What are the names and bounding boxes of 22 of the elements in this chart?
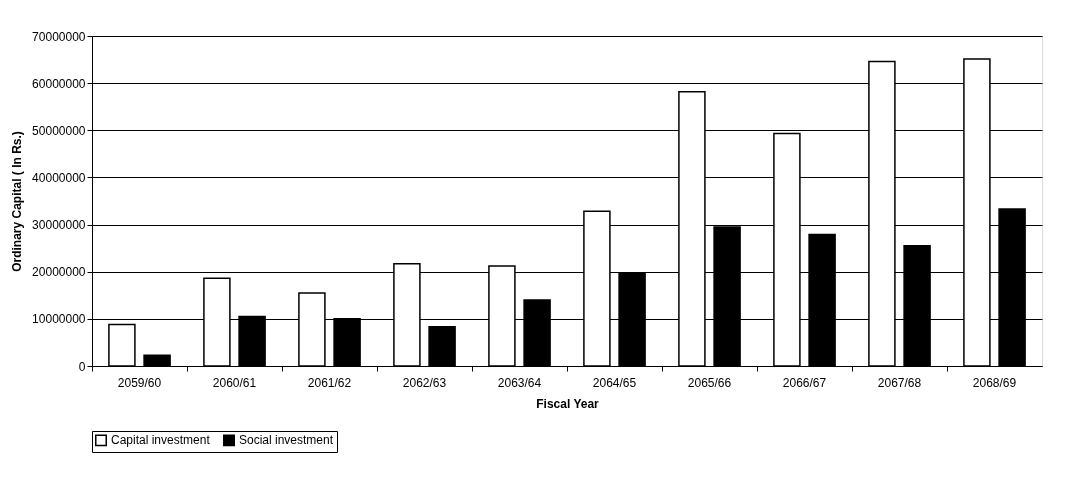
y-tick-label: 60000000 [32,76,86,91]
x-tick-label: 2063/64 [497,375,542,390]
legend-label: Capital investment [111,433,211,448]
x-tick-label: 2061/62 [307,375,352,390]
y-tick-label: 50000000 [32,123,86,138]
y-tick-label: 30000000 [32,218,86,233]
x-tick-label: 2066/67 [782,375,827,390]
x-tick-label: 2064/65 [592,375,637,390]
x-axis-title: Fiscal Year [536,396,600,411]
x-tick-label: 2060/61 [212,375,257,390]
y-axis-title: Ordinary Capital ( In Rs.) [10,131,25,272]
x-tick-label: 2065/66 [687,375,732,390]
y-tick-label: 20000000 [32,265,86,280]
x-tick-label: 2062/63 [402,375,447,390]
x-tick-label: 2059/60 [117,375,162,390]
x-tick-label: 2068/69 [972,375,1017,390]
y-tick-label: 0 [78,359,86,374]
legend-label: Social investment [239,433,334,448]
y-tick-label: 70000000 [32,29,86,44]
x-tick-label: 2067/68 [877,375,922,390]
y-tick-label: 40000000 [32,170,86,185]
y-tick-label: 10000000 [32,312,86,327]
